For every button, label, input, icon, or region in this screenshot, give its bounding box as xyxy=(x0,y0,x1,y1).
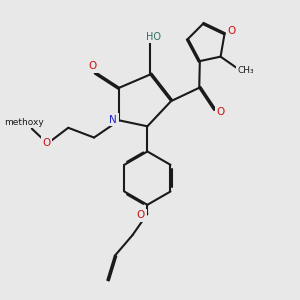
Text: HO: HO xyxy=(146,32,161,42)
Text: O: O xyxy=(228,26,236,36)
Text: O: O xyxy=(88,61,97,71)
Text: O: O xyxy=(217,107,225,117)
Text: O: O xyxy=(43,138,51,148)
Text: O: O xyxy=(137,210,145,220)
Text: CH₃: CH₃ xyxy=(238,66,254,75)
Text: methoxy: methoxy xyxy=(4,118,43,127)
Text: N: N xyxy=(110,115,117,125)
